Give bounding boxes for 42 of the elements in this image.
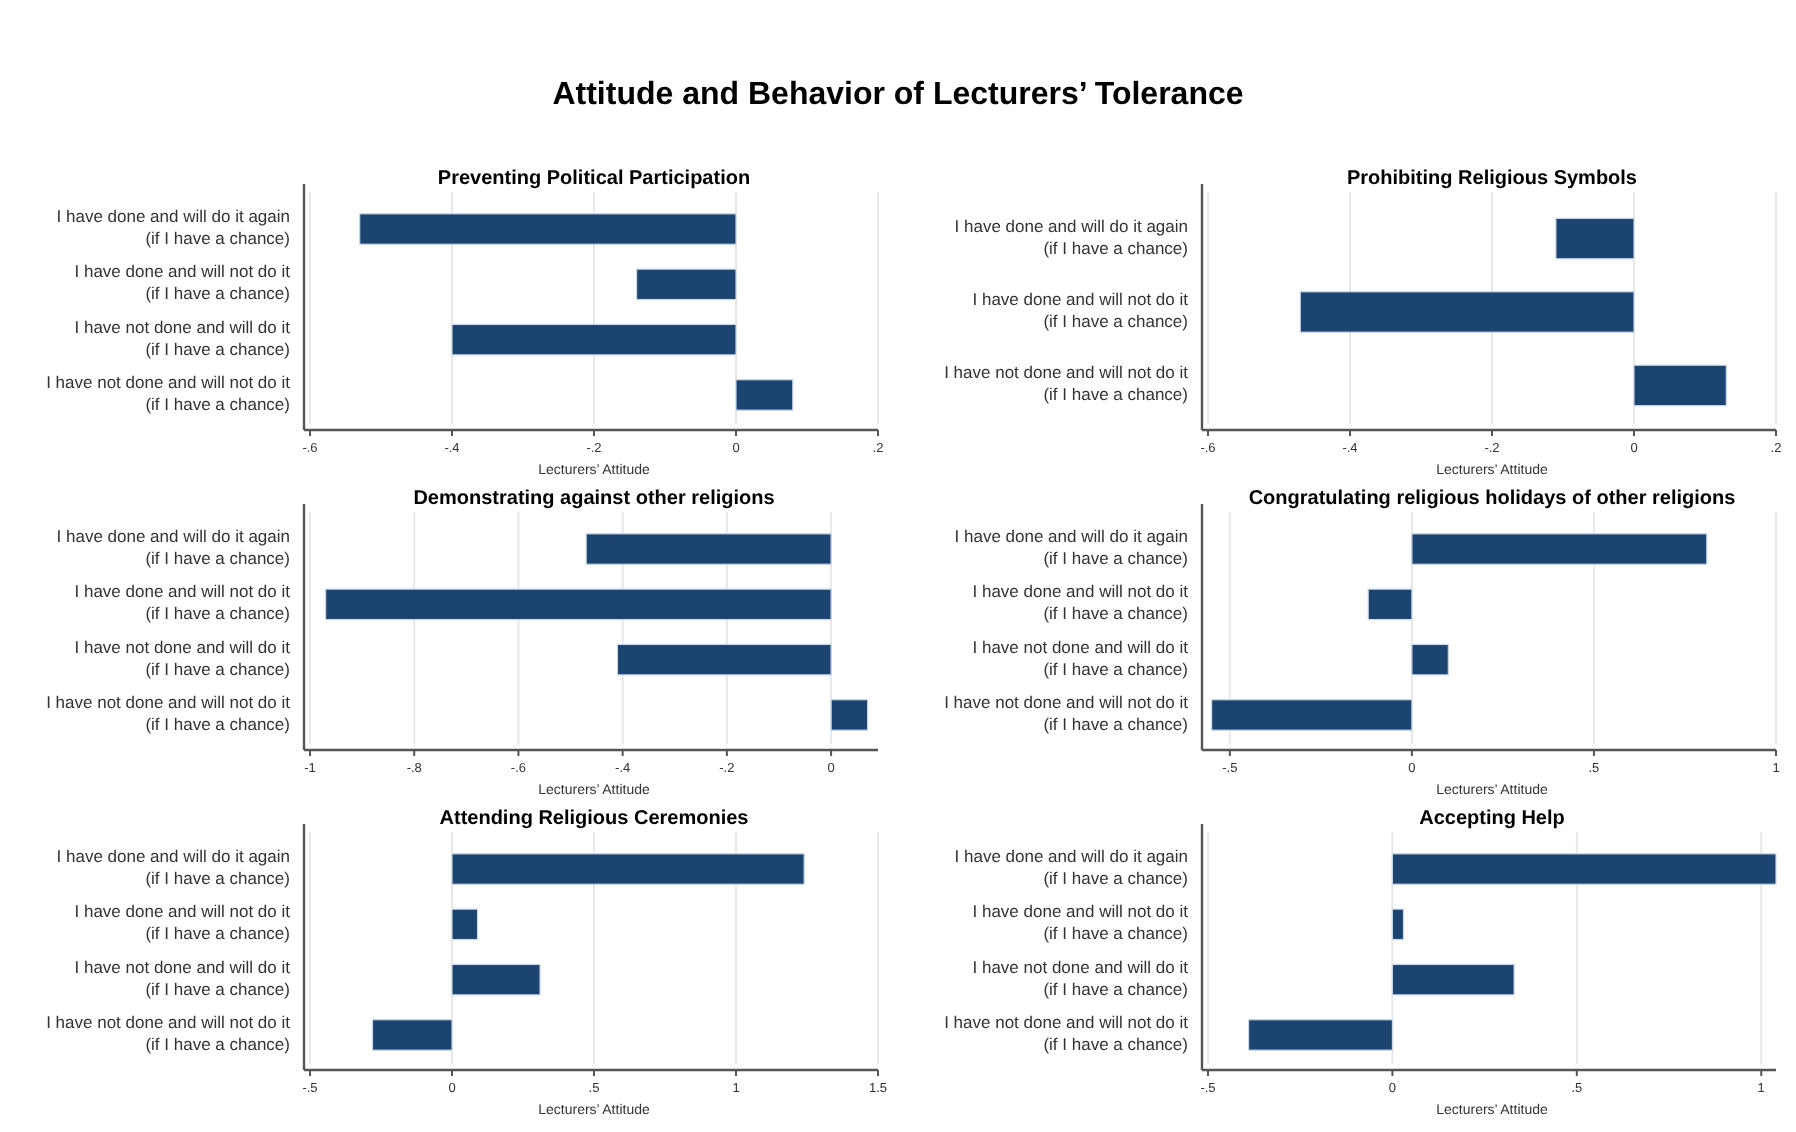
chart-title: Attending Religious Ceremonies	[439, 808, 750, 830]
y-tick-label: I have not done and will not do it (if I have a chance)	[46, 692, 292, 735]
y-tick-label: I have not done and will not do it (if I have a chance)	[46, 1012, 292, 1055]
bar	[1411, 643, 1449, 676]
bar	[1391, 908, 1405, 941]
bar	[1367, 588, 1413, 621]
y-tick-label: I have done and will do it again (if I have a chance)	[954, 526, 1189, 569]
bar	[1391, 963, 1515, 996]
y-tick-label: I have done and will not do it (if I have a chance)	[972, 289, 1190, 332]
text: Attitude and Behavior of Lecturers’ Tolerance	[552, 78, 1244, 112]
y-tick-label: I have not done and will do it (if I have a chance)	[74, 317, 292, 360]
y-tick-label: I have done and will not do it (if I have a chance)	[972, 901, 1190, 944]
bar	[451, 908, 479, 941]
bar	[451, 853, 805, 885]
y-tick-label: I have done and will do it again (if I have a chance)	[954, 846, 1189, 889]
y-tick-label: I have done and will not do it (if I have a chance)	[74, 901, 292, 944]
y-tick-label: I have done and will do it again (if I have a chance)	[56, 846, 291, 889]
y-tick-label: I have done and will not do it (if I have a chance)	[972, 581, 1190, 624]
y-tick-label: I have not done and will not do it (if I have a chance)	[944, 1012, 1190, 1055]
y-tick-label: I have not done and will not do it (if I have a chance)	[944, 692, 1190, 735]
y-tick-label: I have not done and will not do it (if I have a chance)	[944, 362, 1190, 405]
chart-title: Congratulating religious holidays of other religions	[1248, 488, 1737, 510]
y-tick-label: I have done and will not do it (if I have a chance)	[74, 581, 292, 624]
bar	[1391, 853, 1777, 885]
y-tick-label: I have not done and will do it (if I have a chance)	[972, 957, 1190, 1000]
bar	[1211, 699, 1413, 731]
y-tick-label: I have done and will do it again (if I have a chance)	[56, 526, 291, 569]
bar	[1247, 1019, 1394, 1051]
y-tick-label: I have done and will do it again (if I have a chance)	[954, 216, 1189, 259]
y-tick-label: I have done and will do it again (if I have a chance)	[56, 206, 291, 249]
y-tick-label: I have not done and will do it (if I have a chance)	[74, 637, 292, 680]
chart-title: Preventing Political Participation	[437, 168, 751, 190]
y-tick-label: I have not done and will do it (if I have a chance)	[74, 957, 292, 1000]
chart-title: Demonstrating against other religions	[413, 488, 776, 510]
y-tick-label: I have not done and will not do it (if I have a chance)	[46, 372, 292, 415]
y-tick-label: I have done and will not do it (if I have a chance)	[74, 261, 292, 304]
bar	[1411, 533, 1708, 565]
chart-title: Prohibiting Religious Symbols	[1346, 168, 1638, 190]
y-tick-label: I have not done and will do it (if I have a chance)	[972, 637, 1190, 680]
bar	[451, 963, 541, 996]
bar	[371, 1019, 453, 1051]
chart-title: Accepting Help	[1419, 808, 1565, 830]
